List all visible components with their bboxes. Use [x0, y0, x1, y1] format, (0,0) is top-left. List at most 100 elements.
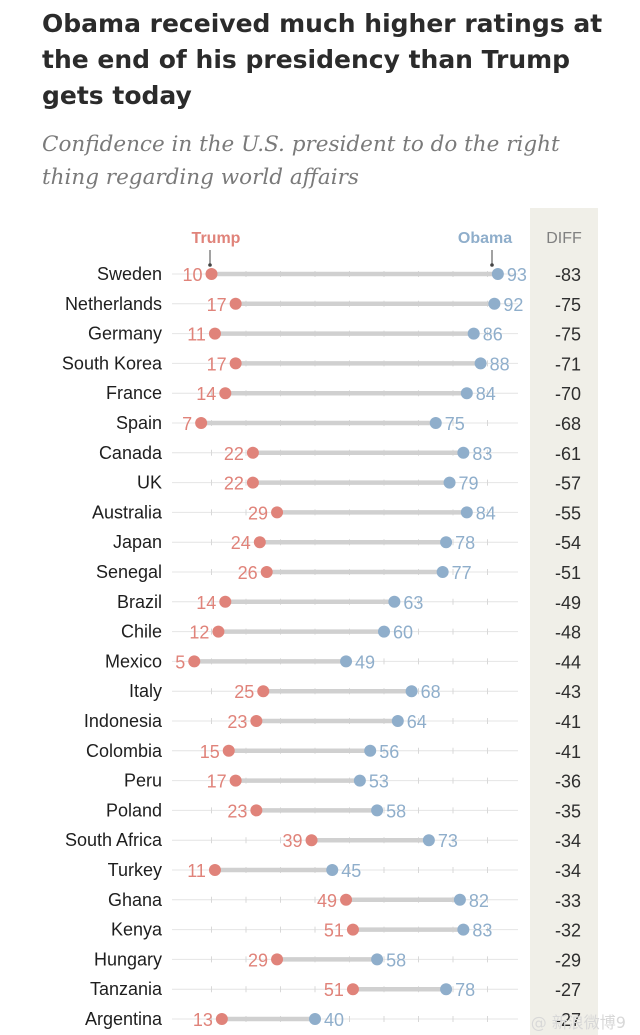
country-label: Colombia: [86, 741, 163, 761]
trump-value-label: 25: [234, 682, 254, 702]
trump-dot: [260, 566, 273, 578]
trump-value-label: 17: [207, 295, 227, 315]
country-label: Sweden: [97, 264, 162, 284]
country-label: South Africa: [65, 830, 163, 850]
trump-value-label: 29: [248, 950, 268, 970]
obama-dot: [453, 893, 466, 906]
diff-value: -54: [555, 533, 581, 553]
trump-value-label: 26: [238, 563, 258, 583]
diff-value: -41: [555, 742, 581, 762]
trump-dot: [219, 595, 232, 608]
obama-value-label: 64: [407, 712, 427, 732]
obama-dot: [460, 387, 473, 400]
trump-value-label: 11: [187, 861, 206, 881]
watermark: @ 新浪微博9: [530, 1013, 626, 1032]
country-label: Indonesia: [84, 711, 163, 731]
obama-dot: [353, 774, 366, 787]
trump-value-label: 51: [324, 980, 344, 1000]
obama-value-label: 60: [393, 623, 413, 643]
trump-dot: [250, 804, 263, 817]
trump-value-label: 12: [189, 623, 209, 643]
obama-dot: [457, 923, 470, 936]
diff-value: -32: [555, 921, 581, 941]
trump-value-label: 7: [182, 414, 192, 434]
trump-dot: [253, 536, 266, 549]
diff-value: -51: [555, 563, 581, 583]
obama-value-label: 79: [459, 474, 479, 494]
obama-dot: [491, 268, 504, 280]
trump-dot: [271, 506, 284, 519]
country-label: Japan: [113, 532, 162, 552]
obama-dot: [405, 685, 418, 698]
trump-value-label: 17: [207, 354, 227, 374]
country-label: Canada: [99, 443, 163, 463]
diff-value: -29: [555, 950, 581, 970]
trump-value-label: 23: [227, 801, 247, 821]
trump-value-label: 15: [200, 742, 220, 762]
obama-dot: [378, 625, 390, 638]
trump-dot: [340, 893, 353, 906]
country-label: Turkey: [108, 860, 162, 880]
country-label: Mexico: [105, 651, 162, 671]
trump-dot: [271, 953, 284, 966]
country-label: Poland: [106, 800, 162, 820]
obama-value-label: 45: [341, 861, 361, 881]
chart-rows: Sweden 10 93 -83 Netherlands 17 92 -75 Germany 11…: [62, 264, 581, 1030]
obama-value-label: 73: [438, 831, 458, 851]
diff-header: DIFF: [546, 230, 582, 247]
diff-value: -27: [555, 1010, 581, 1030]
country-label: Peru: [124, 771, 162, 791]
legend-obama-pointer-dot: [490, 263, 494, 267]
diff-value: -75: [555, 295, 581, 315]
diff-value: -27: [555, 980, 581, 1000]
obama-dot: [429, 417, 442, 429]
diff-value: -36: [555, 772, 581, 792]
obama-value-label: 77: [452, 563, 472, 583]
diff-value: -34: [555, 831, 581, 851]
trump-value-label: 22: [224, 444, 244, 464]
diff-value: -43: [555, 682, 581, 702]
obama-dot: [440, 536, 453, 549]
obama-value-label: 92: [503, 295, 523, 315]
diff-value: -83: [555, 265, 581, 285]
obama-value-label: 82: [469, 891, 489, 911]
legend-trump: Trump: [192, 230, 241, 247]
obama-dot: [371, 953, 384, 966]
trump-dot: [188, 655, 201, 668]
obama-dot: [443, 476, 456, 489]
trump-dot: [229, 357, 242, 370]
trump-dot: [195, 417, 208, 429]
trump-value-label: 24: [231, 533, 251, 553]
country-label: Tanzania: [90, 979, 163, 999]
diff-panel: [530, 208, 598, 1035]
trump-value-label: 13: [193, 1010, 213, 1030]
country-label: Ghana: [108, 890, 163, 910]
country-label: Argentina: [85, 1009, 163, 1029]
obama-dot: [488, 297, 501, 310]
obama-value-label: 58: [386, 801, 406, 821]
obama-value-label: 78: [455, 533, 475, 553]
diff-value: -57: [555, 474, 581, 494]
obama-value-label: 75: [445, 414, 465, 434]
trump-value-label: 39: [283, 831, 303, 851]
obama-dot: [340, 655, 353, 668]
diff-value: -70: [555, 384, 581, 404]
diff-value: -44: [555, 652, 581, 672]
trump-value-label: 5: [175, 652, 185, 672]
obama-dot: [388, 595, 401, 608]
country-label: France: [106, 383, 162, 403]
trump-value-label: 23: [227, 712, 247, 732]
obama-dot: [457, 446, 470, 459]
diff-value: -35: [555, 801, 581, 821]
country-label: Spain: [116, 413, 162, 433]
country-label: Australia: [92, 502, 163, 522]
country-label: Hungary: [94, 949, 162, 969]
obama-dot: [422, 834, 435, 847]
trump-dot: [215, 1013, 228, 1025]
legend: Trump Obama: [192, 230, 512, 267]
obama-value-label: 84: [476, 384, 496, 404]
obama-dot: [440, 983, 453, 996]
trump-value-label: 10: [182, 265, 202, 285]
trump-value-label: 17: [207, 772, 227, 792]
